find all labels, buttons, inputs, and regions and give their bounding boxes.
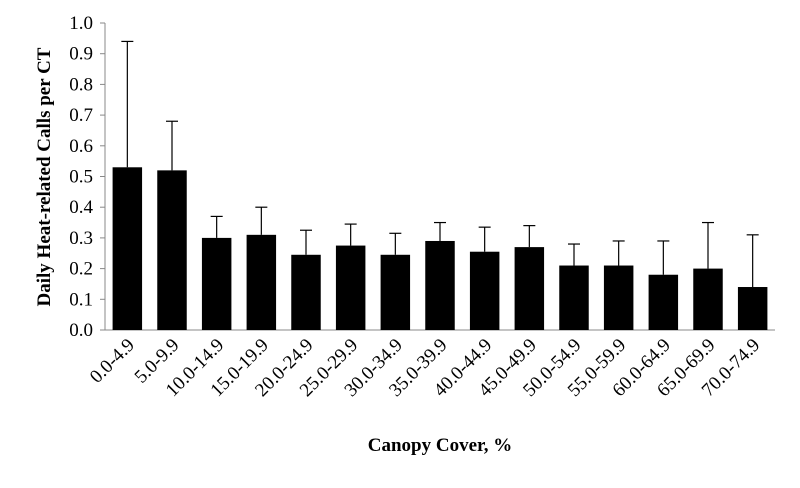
bar	[112, 167, 143, 330]
y-tick-label: 0.4	[69, 197, 93, 218]
y-tick-label: 0.6	[69, 136, 93, 157]
bar	[514, 247, 545, 330]
bar	[425, 240, 455, 330]
bar	[469, 251, 500, 330]
bar	[291, 254, 321, 330]
y-tick-label: 0.8	[69, 74, 93, 95]
bar	[603, 265, 634, 330]
x-axis-title: Canopy Cover, %	[368, 435, 512, 456]
y-tick-label: 0.7	[69, 105, 93, 126]
bar	[559, 265, 589, 330]
bar	[380, 254, 411, 330]
y-tick-label: 0.0	[69, 320, 93, 341]
x-tick-label: 0.0-4.9	[86, 335, 139, 388]
bar	[246, 234, 277, 330]
y-tick-label: 0.3	[69, 228, 93, 249]
y-tick-label: 0.9	[69, 44, 93, 65]
y-axis-title: Daily Heat-related Calls per CT	[34, 47, 55, 306]
y-tick-label: 0.1	[69, 289, 93, 310]
bar	[648, 274, 679, 330]
y-tick-label: 0.5	[69, 167, 93, 188]
bar	[737, 287, 768, 330]
bar	[335, 245, 366, 330]
bar	[693, 268, 723, 330]
bar	[157, 170, 187, 330]
y-tick-label: 0.2	[69, 259, 93, 280]
y-tick-label: 1.0	[69, 13, 93, 34]
bar	[201, 237, 232, 330]
